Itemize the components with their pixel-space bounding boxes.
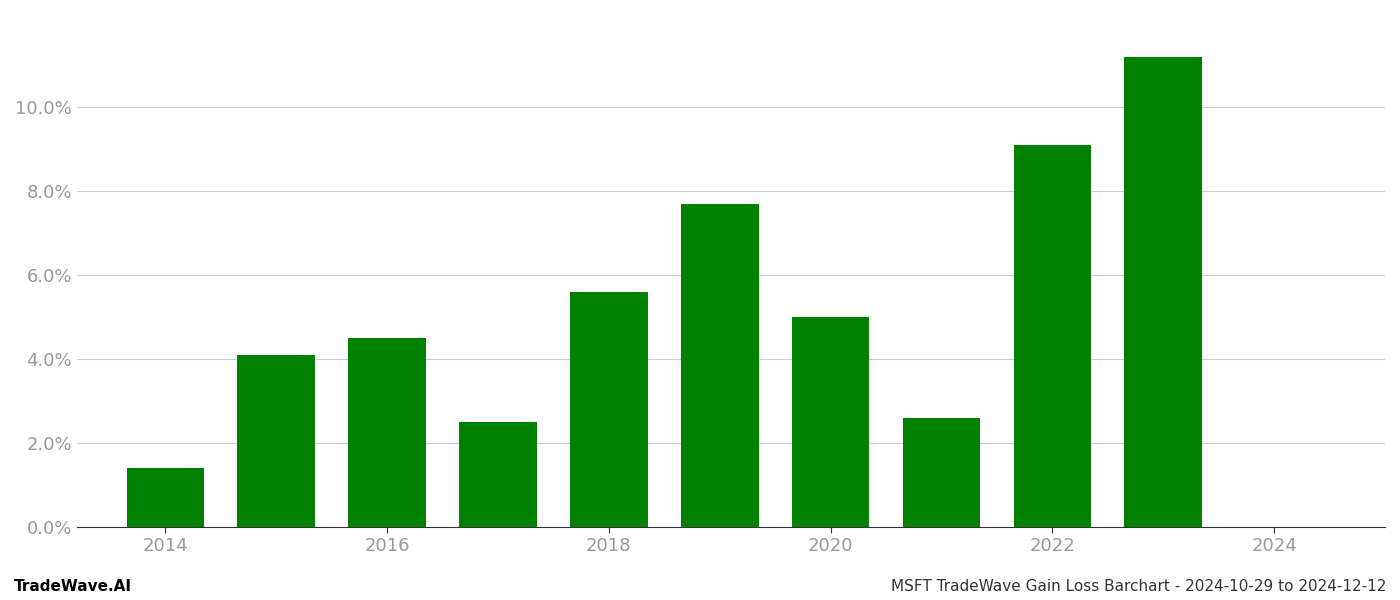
Bar — [459, 422, 536, 527]
Text: TradeWave.AI: TradeWave.AI — [14, 579, 132, 594]
Bar — [792, 317, 869, 527]
Bar — [1014, 145, 1091, 527]
Bar — [903, 418, 980, 527]
Text: MSFT TradeWave Gain Loss Barchart - 2024-10-29 to 2024-12-12: MSFT TradeWave Gain Loss Barchart - 2024… — [890, 579, 1386, 594]
Bar — [680, 203, 759, 527]
Bar — [570, 292, 648, 527]
Bar — [126, 468, 204, 527]
Bar — [349, 338, 426, 527]
Bar — [1124, 57, 1203, 527]
Bar — [238, 355, 315, 527]
